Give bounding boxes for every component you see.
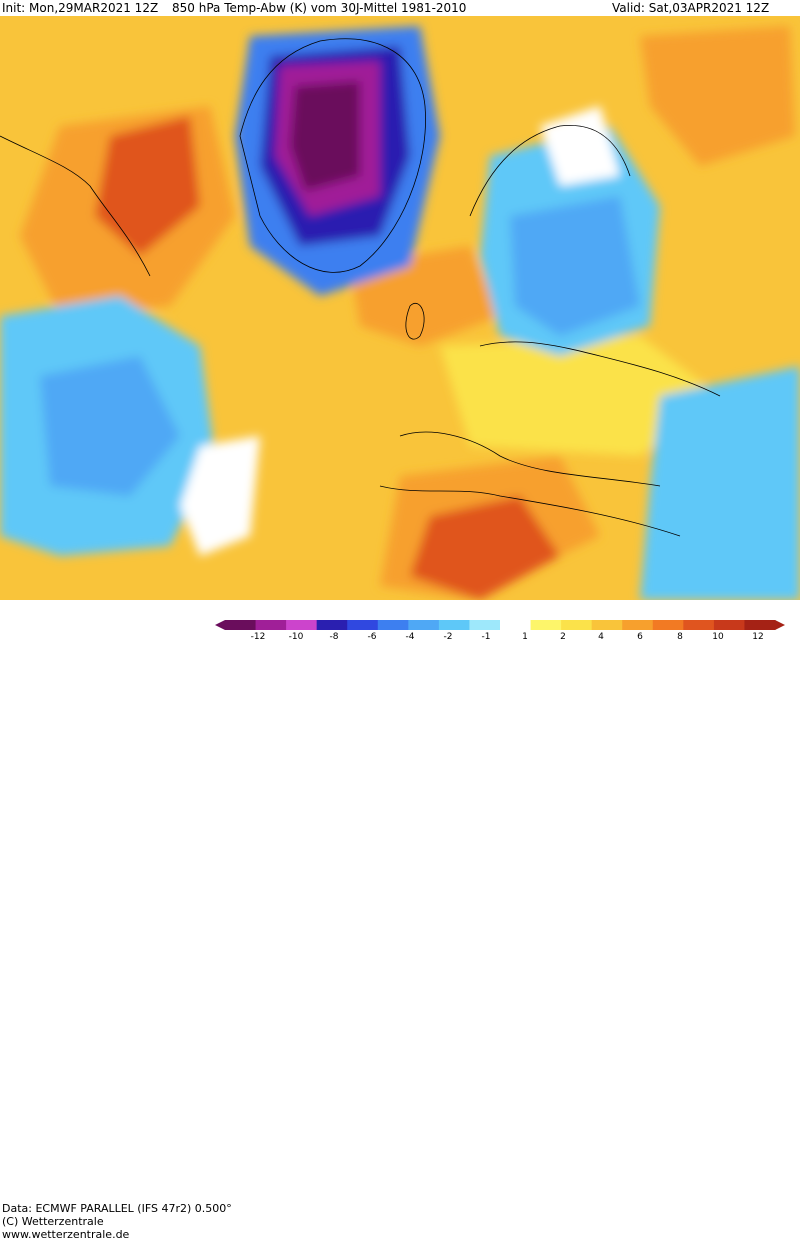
init-time: Init: Mon,29MAR2021 12Z: [2, 1, 159, 15]
cold-zone-southeast: [640, 366, 800, 600]
legend-label: -10: [288, 632, 304, 642]
legend-label: -12: [250, 632, 266, 642]
legend-swatch: [530, 620, 562, 630]
legend-swatch: [652, 620, 684, 630]
header-bar: Init: Mon,29MAR2021 12Z 850 hPa Temp-Abw…: [0, 0, 800, 16]
neutral-zone-atlantic: [180, 436, 260, 556]
legend-label: 6: [637, 632, 643, 642]
coastline-greenland: [239, 38, 426, 273]
coastline-north-africa: [379, 485, 681, 537]
legend-swatch: [591, 620, 623, 630]
legend-swatch: [347, 620, 379, 630]
legend-swatch: [316, 620, 348, 630]
border-central-europe: [479, 341, 721, 397]
colder-zone-europe: [510, 196, 640, 336]
coastline-canada: [0, 135, 151, 277]
colder-zone-atlantic: [40, 356, 180, 496]
legend-swatch: [438, 620, 470, 630]
coastlines: [0, 38, 721, 537]
legend-label: -1: [481, 632, 491, 642]
copyright: (C) Wetterzentrale: [2, 1215, 104, 1228]
mild-zone-europe: [440, 336, 720, 456]
warm-zone-arctic: [640, 26, 795, 166]
coastline-scandinavia: [469, 124, 631, 217]
legend-label: 2: [560, 632, 566, 642]
coastline-britain: [405, 303, 425, 340]
map-canvas: [0, 16, 800, 600]
legend-swatch: [683, 620, 715, 630]
legend-swatch: [377, 620, 409, 630]
legend-label: -4: [405, 632, 415, 642]
legend-label: -2: [443, 632, 453, 642]
legend-label: 8: [677, 632, 683, 642]
legend-swatch: [469, 620, 501, 630]
legend-label: -6: [367, 632, 377, 642]
legend-swatch: [561, 620, 593, 630]
legend-label: 10: [712, 632, 724, 642]
legend-label: 4: [598, 632, 604, 642]
legend-swatch: [500, 620, 532, 630]
legend-swatch: [744, 620, 776, 630]
legend-swatch: [255, 620, 287, 630]
legend-label: -8: [329, 632, 339, 642]
hot-zone-africa: [410, 496, 560, 600]
data-source: Data: ECMWF PARALLEL (IFS 47r2) 0.500°: [2, 1202, 232, 1215]
legend-arrow-high: [775, 620, 785, 630]
color-legend: [215, 620, 785, 630]
valid-time: Valid: Sat,03APR2021 12Z: [612, 1, 770, 15]
map-title: 850 hPa Temp-Abw (K) vom 30J-Mittel 1981…: [172, 1, 467, 15]
legend-arrow-low: [215, 620, 225, 630]
legend-swatch: [713, 620, 745, 630]
legend-swatch: [225, 620, 257, 630]
legend-label: 12: [752, 632, 764, 642]
legend-swatch: [408, 620, 440, 630]
website: www.wetterzentrale.de: [2, 1228, 130, 1241]
legend-swatch: [286, 620, 318, 630]
coastline-mediterranean: [399, 431, 661, 487]
hot-zone-canada: [95, 116, 200, 256]
legend-swatch: [622, 620, 654, 630]
legend-label: 1: [522, 632, 528, 642]
temperature-anomaly-map: [0, 16, 800, 600]
core-cold-zone-greenland: [290, 81, 360, 191]
